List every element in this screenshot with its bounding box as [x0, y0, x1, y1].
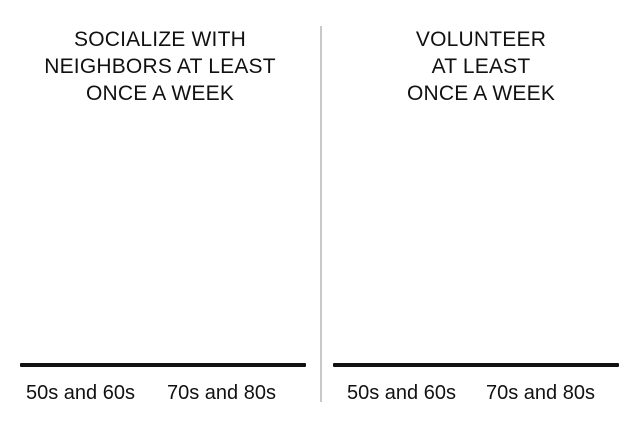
x-tick-label: 50s and 60s	[26, 382, 135, 404]
chart-title-line: SOCIALIZE WITH	[74, 28, 246, 51]
chart-title-line: NEIGHBORS AT LEAST	[44, 55, 276, 78]
x-tick-label: 70s and 80s	[486, 382, 595, 404]
x-tick-label: 70s and 80s	[167, 382, 276, 404]
chart-title: SOCIALIZE WITH NEIGHBORS AT LEAST ONCE A…	[0, 26, 320, 107]
panel-divider	[320, 26, 322, 402]
chart-title: VOLUNTEER AT LEAST ONCE A WEEK	[322, 26, 640, 107]
chart-title-line: VOLUNTEER	[415, 28, 547, 51]
x-axis-baseline	[333, 363, 619, 367]
x-tick-label: 50s and 60s	[347, 382, 456, 404]
chart-panel-socialize: SOCIALIZE WITH NEIGHBORS AT LEAST ONCE A…	[0, 26, 320, 404]
chart-title-line: AT LEAST	[431, 55, 531, 78]
x-axis-baseline	[20, 363, 306, 367]
chart-panel-volunteer: VOLUNTEER AT LEAST ONCE A WEEK 50s and 6…	[322, 0, 640, 422]
chart-title-line: ONCE A WEEK	[85, 82, 235, 105]
chart-title-line: ONCE A WEEK	[406, 82, 556, 105]
